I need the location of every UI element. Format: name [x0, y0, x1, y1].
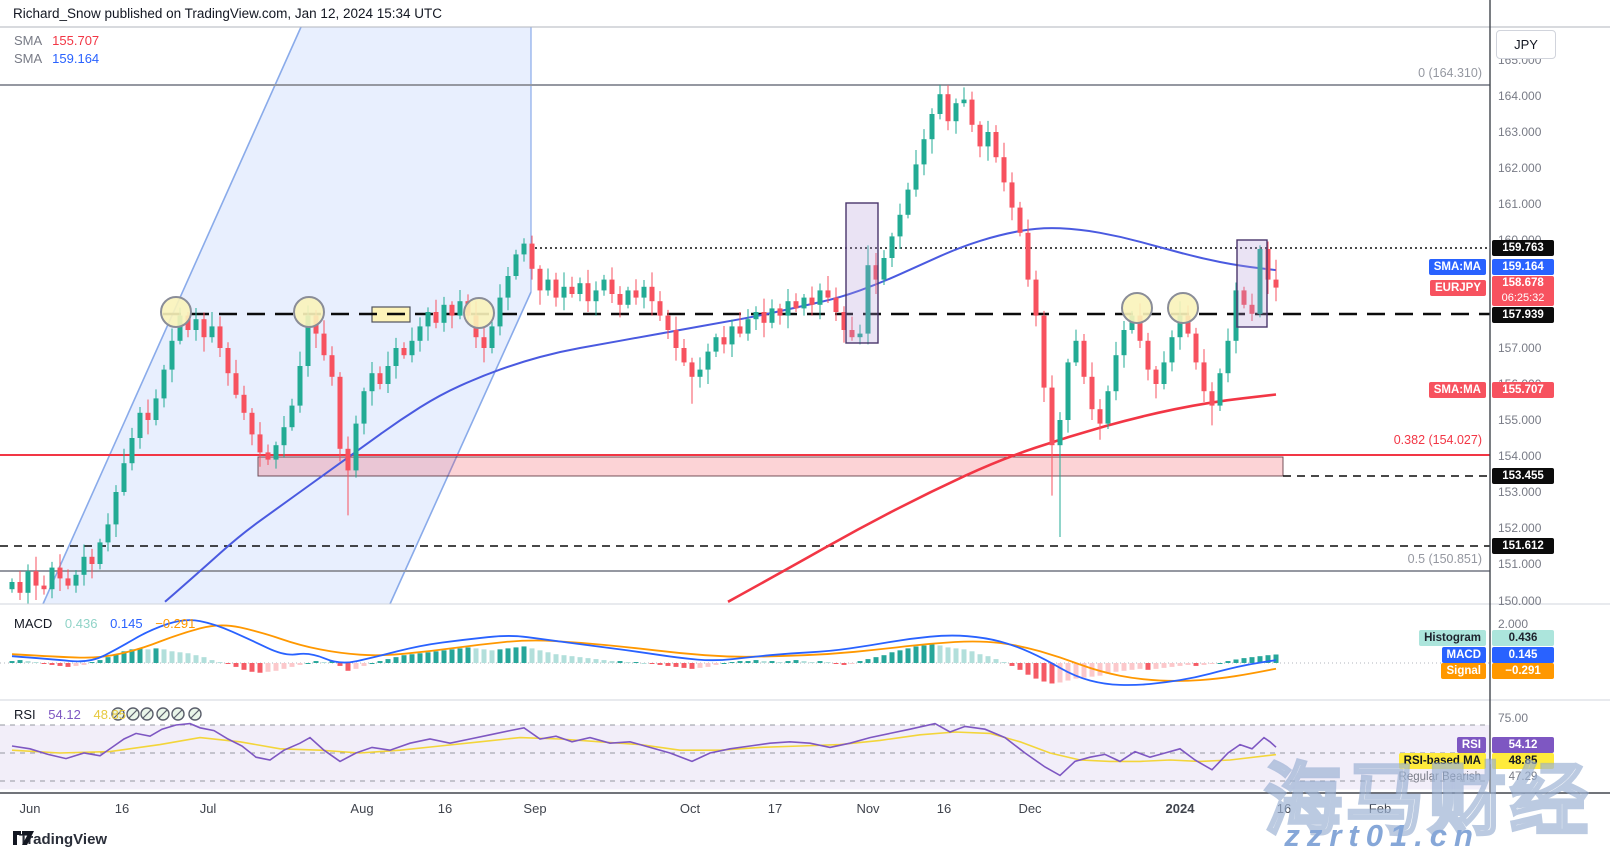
sma-fast-label: SMA: [14, 33, 43, 48]
rsi-legend[interactable]: RSI 54.12 48.85: [14, 707, 126, 722]
sma-legend-slow[interactable]: SMA 159.164: [14, 51, 99, 66]
candles-layer: [9, 84, 1279, 604]
support-zone-rect: [257, 456, 1284, 477]
sma-red-line: [727, 393, 1277, 603]
tradingview-logo-text: TradingView: [19, 831, 108, 848]
fibonacci-lines: [0, 84, 1490, 572]
pane-borders: [0, 0, 1610, 794]
sma-fast-value: 155.707: [52, 33, 100, 48]
macd-hist-value: 0.436: [64, 616, 98, 631]
rsi-pane: [0, 707, 1490, 790]
rsi-value: 54.12: [48, 707, 81, 722]
macd-label: MACD: [14, 616, 53, 631]
price-level-lines: [0, 247, 1490, 547]
tradingview-logo[interactable]: TradingView: [13, 831, 107, 848]
macd-pane: [0, 619, 1490, 686]
tradingview-logo-icon: [13, 831, 34, 845]
rsi-label: RSI: [14, 707, 36, 722]
highlight-boxes: [845, 202, 1268, 344]
currency-toggle-button[interactable]: JPY: [1496, 30, 1556, 59]
publish-header: Richard_Snow published on TradingView.co…: [13, 6, 443, 21]
macd-line-value: 0.145: [110, 616, 143, 631]
sma-slow-label: SMA: [14, 51, 43, 66]
sma-slow-value: 159.164: [52, 51, 100, 66]
macd-signal-value: −0.291: [155, 616, 196, 631]
watermark-url: zzrt01.cn: [1284, 818, 1480, 853]
watermark-cjk: 海马财经: [1262, 755, 1592, 846]
rsi-ma-value: 48.85: [93, 707, 127, 722]
macd-legend[interactable]: MACD 0.436 0.145 −0.291: [14, 616, 195, 631]
sma-legend-fast[interactable]: SMA 155.707: [14, 33, 99, 48]
yellow-circle-markers: [160, 292, 1199, 329]
